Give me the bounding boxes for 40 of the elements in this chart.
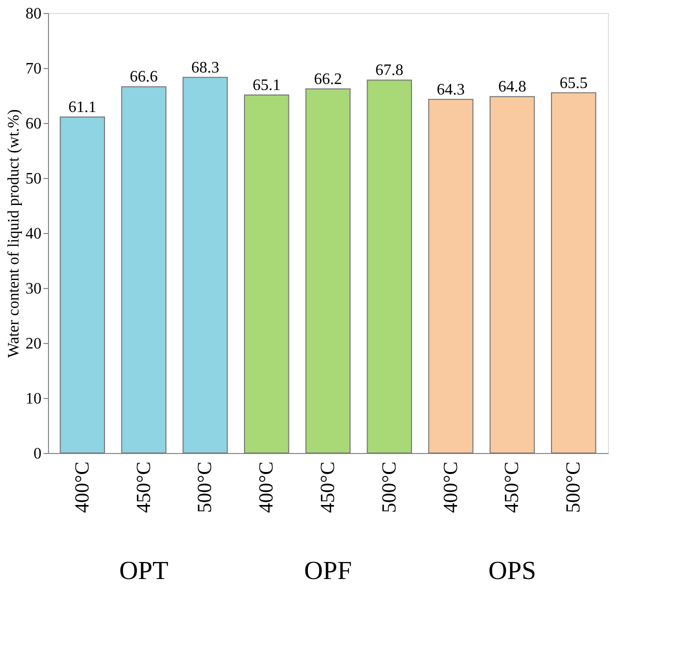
x-tick-label: 500°C <box>378 462 400 513</box>
x-tick-label: 400°C <box>256 462 278 513</box>
data-label: 67.8 <box>375 62 404 80</box>
x-tick-label: 450°C <box>501 462 524 513</box>
y-axis-title: Water content of liquid product (wt.%) <box>6 109 22 358</box>
data-label: 64.8 <box>498 78 526 96</box>
text: OPS <box>488 556 536 585</box>
bar <box>182 76 228 454</box>
text: OPF <box>304 556 352 585</box>
bar <box>121 86 166 454</box>
data-label: 61.1 <box>68 98 96 116</box>
bar <box>366 80 412 454</box>
y-tick-label: 50 <box>26 170 42 188</box>
y-tick-label: 80 <box>26 6 42 22</box>
y-tick-label: 70 <box>26 60 42 78</box>
bar <box>551 92 596 454</box>
y-tick-label: 10 <box>26 390 42 408</box>
x-tick-label: 500°C <box>562 462 585 513</box>
x-tick-label: 450°C <box>317 462 339 513</box>
bar <box>428 98 474 454</box>
y-tick-label: 0 <box>34 446 42 462</box>
text: OPT <box>119 556 168 585</box>
data-label: 64.3 <box>436 81 465 98</box>
y-tick-label: 30 <box>26 280 42 298</box>
bar <box>305 88 351 454</box>
y-tick-label: 40 <box>26 226 42 242</box>
x-tick-label: 400°C <box>440 462 462 513</box>
data-label: 66.6 <box>130 68 158 86</box>
x-tick-label: 500°C <box>194 462 216 513</box>
data-label: 68.3 <box>191 59 220 76</box>
data-label: 66.2 <box>314 70 342 88</box>
bar <box>490 96 535 454</box>
y-tick-label: 60 <box>26 116 42 132</box>
bar <box>60 116 105 454</box>
data-label: 65.5 <box>560 74 588 92</box>
data-label: 65.1 <box>252 76 281 94</box>
x-tick-label: 400°C <box>71 462 94 513</box>
x-tick-label: 450°C <box>132 462 155 513</box>
bar <box>244 94 290 454</box>
y-tick-label: 20 <box>26 336 42 352</box>
